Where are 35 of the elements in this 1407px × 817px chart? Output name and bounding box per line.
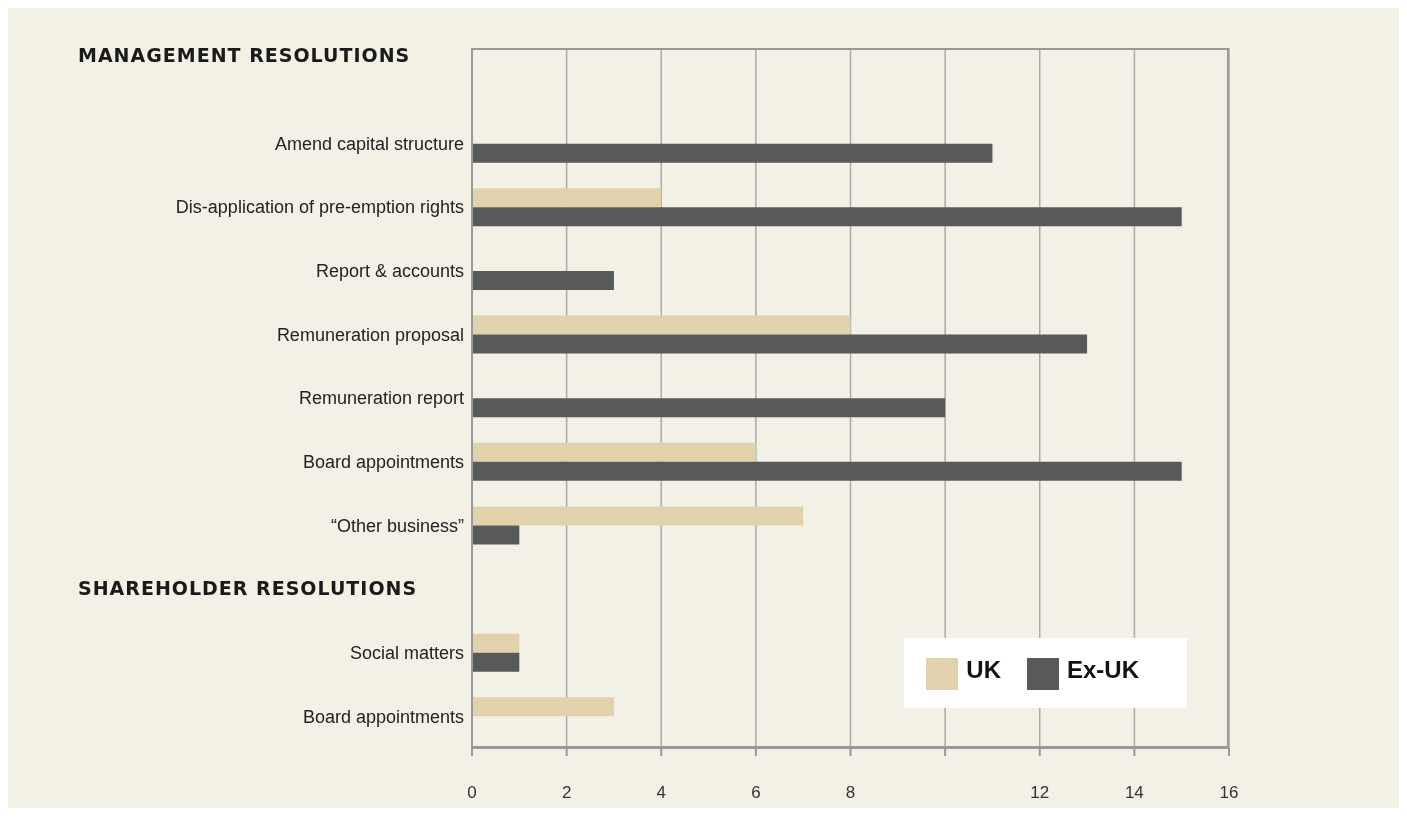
y-tick-label: Remuneration proposal — [276, 324, 464, 345]
bar — [472, 143, 993, 163]
bar — [472, 270, 614, 290]
x-tick-label: 4 — [656, 783, 666, 803]
x-tick-label: 2 — [561, 783, 572, 803]
y-tick-label: “Other business” — [330, 515, 464, 536]
bar — [472, 442, 756, 462]
y-tick-label: Remuneration report — [298, 388, 464, 409]
text: SHAREHOLDER RESOLUTIONS — [78, 576, 418, 599]
x-tick-label: 16 — [1219, 783, 1239, 803]
x-tick-label: 0 — [467, 783, 477, 803]
bar — [472, 652, 520, 672]
y-tick-label: Dis-application of pre-emption rights — [175, 197, 464, 218]
x-tick-label: 14 — [1124, 783, 1144, 803]
y-tick-label: Board appointments — [302, 452, 464, 473]
x-tick-label: 6 — [751, 783, 761, 803]
bar — [472, 315, 851, 335]
y-tick-label: Report & accounts — [315, 261, 464, 282]
bar — [472, 506, 804, 526]
x-tick-label: 12 — [1030, 783, 1050, 803]
legend-label: Ex-UK — [1066, 656, 1139, 684]
bar — [472, 398, 946, 418]
bar — [472, 525, 520, 545]
bar — [472, 334, 1088, 354]
bar — [472, 461, 1182, 481]
legend-label: UK — [966, 656, 1001, 684]
y-tick-label: Social matters — [349, 642, 464, 663]
x-tick-label: 8 — [845, 783, 856, 803]
y-tick-label: Board appointments — [302, 706, 464, 727]
y-tick-label: Amend capital structure — [274, 133, 464, 154]
bar — [472, 633, 520, 653]
bar — [472, 697, 614, 717]
text: MANAGEMENT RESOLUTIONS — [78, 44, 411, 66]
bar — [472, 207, 1182, 227]
bar — [472, 188, 662, 208]
